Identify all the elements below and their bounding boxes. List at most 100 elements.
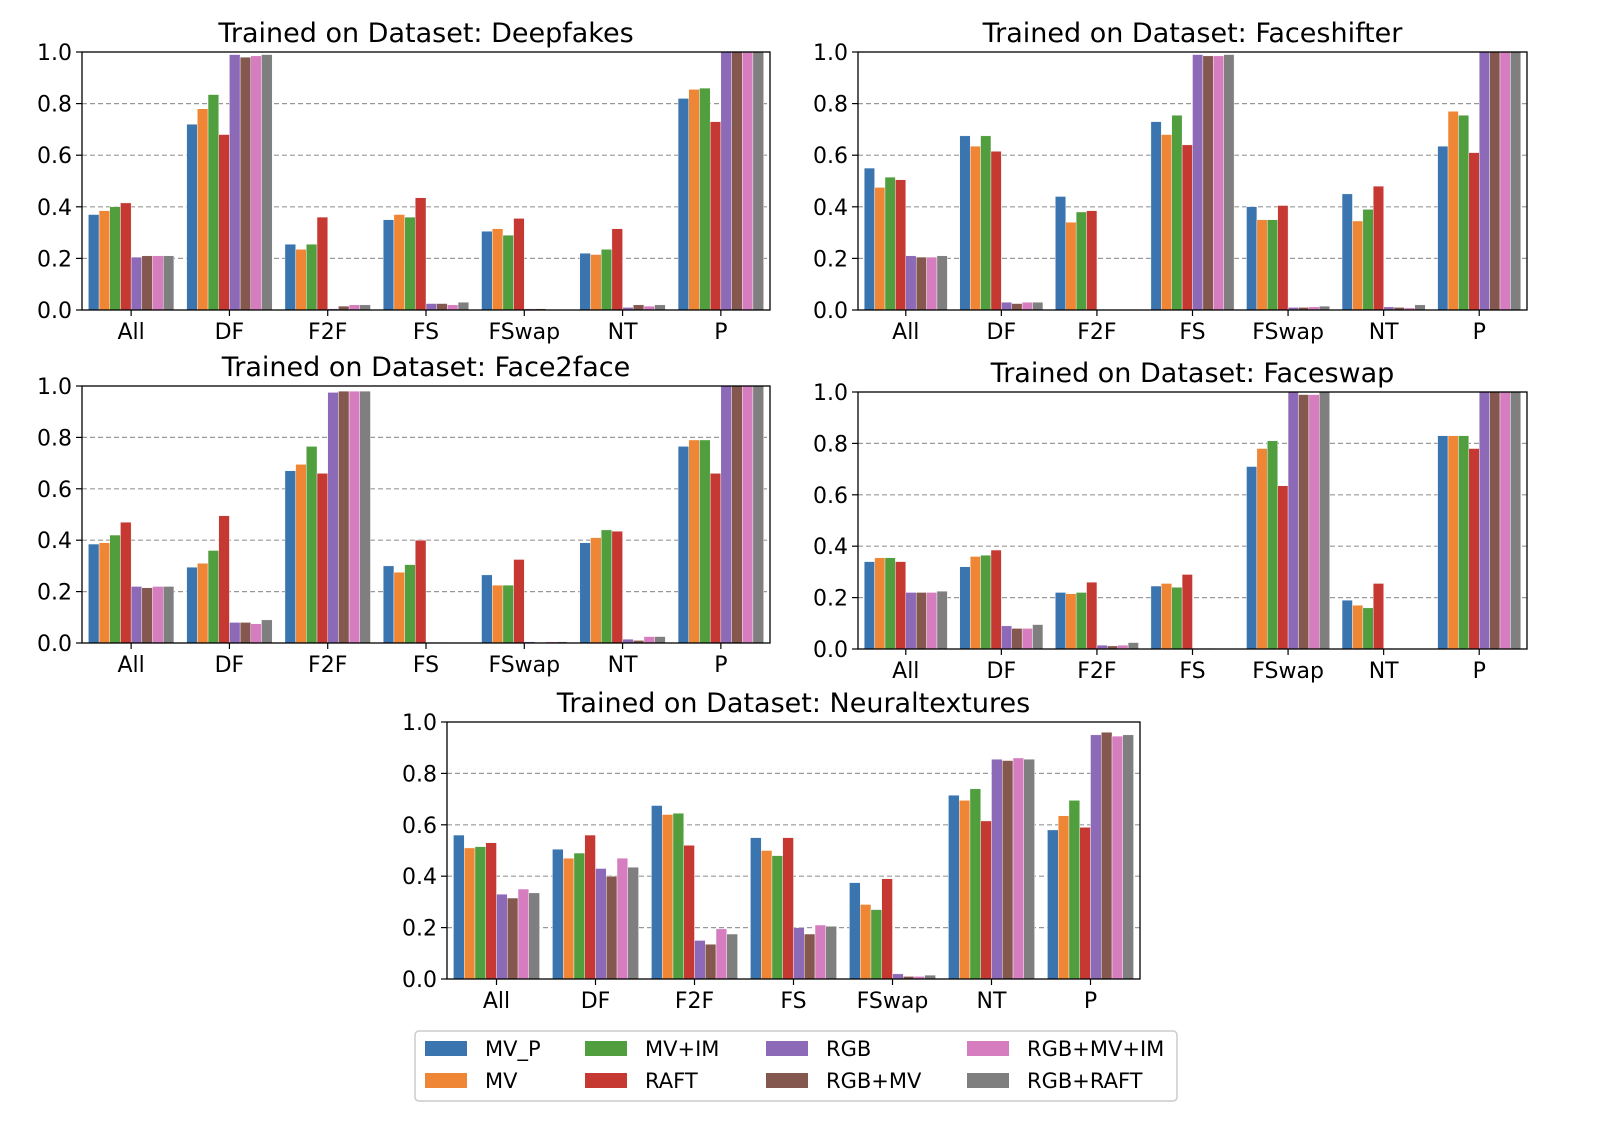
bar-MV_P bbox=[1150, 585, 1162, 650]
bar-RGB bbox=[720, 51, 732, 311]
bar-RGB bbox=[1001, 625, 1012, 650]
bar-RGB+RAFT bbox=[359, 390, 371, 644]
bar-MV bbox=[590, 537, 602, 644]
bar-RAFT bbox=[1277, 485, 1289, 650]
bar-RGB+RAFT bbox=[1122, 734, 1134, 980]
bar-group-P bbox=[677, 385, 764, 644]
legend-label: MV_P bbox=[485, 1037, 541, 1062]
x-tick-label: All bbox=[483, 989, 510, 1014]
bar-RGB+RAFT bbox=[1414, 304, 1426, 311]
bar-MV bbox=[464, 847, 476, 980]
bar-MV_P bbox=[579, 542, 591, 644]
bar-group-NT bbox=[1341, 583, 1426, 650]
bar-MV+IM bbox=[1171, 587, 1183, 650]
legend-item-RGB+RAFT: RGB+RAFT bbox=[967, 1069, 1143, 1093]
bar-group-DF bbox=[959, 549, 1044, 650]
bar-MV bbox=[969, 145, 981, 311]
bar-RGB+MV bbox=[731, 51, 743, 311]
bar-RGB+MV+IM bbox=[742, 385, 754, 644]
bar-MV bbox=[969, 556, 981, 650]
bar-RGB bbox=[130, 256, 143, 311]
legend-swatch bbox=[425, 1041, 467, 1056]
bar-RAFT bbox=[611, 228, 623, 311]
bar-group-NT bbox=[579, 228, 666, 311]
bar-RAFT bbox=[1373, 583, 1384, 650]
x-tick-label: F2F bbox=[308, 653, 347, 678]
bar-group-FSwap bbox=[481, 218, 568, 311]
bar-RGB bbox=[1479, 51, 1490, 311]
x-tick-label: DF bbox=[987, 320, 1017, 345]
bar-group-FSwap bbox=[1246, 205, 1330, 311]
bar-group-P bbox=[677, 51, 764, 311]
bar-MV+IM bbox=[502, 584, 514, 644]
bar-MV+IM bbox=[980, 554, 992, 650]
bar-MV bbox=[1256, 219, 1268, 311]
bar-RGB+RAFT bbox=[752, 385, 764, 644]
bar-MV+IM bbox=[1362, 607, 1374, 650]
legend: MV_P MV MV+IM RAFT RGB RGB+MV RGB+MV+IM RGB+RAF… bbox=[414, 1030, 1178, 1102]
y-tick-label: 0.0 bbox=[402, 968, 437, 993]
bar-MV_P bbox=[88, 543, 100, 644]
bar-RGB+RAFT bbox=[654, 636, 666, 644]
legend-swatch bbox=[766, 1041, 808, 1056]
bar-MV+IM bbox=[884, 557, 896, 650]
bar-RAFT bbox=[990, 151, 1002, 311]
x-tick-label: FS bbox=[1179, 320, 1205, 345]
bar-RGB+RAFT bbox=[1223, 54, 1235, 311]
bar-MV bbox=[688, 439, 700, 644]
bar-RGB+MV+IM bbox=[1012, 757, 1024, 980]
bar-MV_P bbox=[1246, 206, 1258, 311]
bar-RGB bbox=[991, 759, 1003, 980]
axes-frame bbox=[81, 385, 771, 644]
legend-label: RGB+MV bbox=[826, 1069, 922, 1093]
bar-MV_P bbox=[453, 834, 465, 980]
bar-MV_P bbox=[948, 795, 960, 980]
y-tick-label: 0.8 bbox=[813, 432, 848, 457]
bar-RGB bbox=[1090, 734, 1102, 980]
bar-MV bbox=[197, 108, 209, 311]
bar-RAFT bbox=[584, 834, 596, 980]
x-tick-label: FSwap bbox=[1252, 320, 1324, 345]
bar-MV_P bbox=[959, 566, 971, 650]
bar-RAFT bbox=[1468, 152, 1480, 311]
bar-RGB+MV bbox=[915, 592, 927, 650]
bar-RGB+RAFT bbox=[627, 867, 639, 980]
bar-MV bbox=[1161, 583, 1172, 650]
bar-RGB+MV+IM bbox=[1021, 302, 1033, 311]
bar-MV_P bbox=[864, 167, 875, 311]
bar-MV bbox=[1065, 593, 1077, 650]
bar-RGB+MV+IM bbox=[1213, 55, 1224, 311]
x-tick-label: FS bbox=[1179, 659, 1205, 684]
x-tick-label: P bbox=[1084, 989, 1097, 1014]
y-tick-label: 0.6 bbox=[813, 484, 848, 509]
bar-MV_P bbox=[1047, 829, 1059, 980]
bar-RGB+MV+IM bbox=[926, 256, 938, 311]
bar-RGB+RAFT bbox=[457, 302, 469, 311]
bar-MV+IM bbox=[1362, 209, 1374, 311]
bar-RGB+RAFT bbox=[261, 54, 273, 311]
x-tick-label: F2F bbox=[1077, 320, 1116, 345]
bar-RGB bbox=[694, 940, 706, 980]
y-tick-label: 0.2 bbox=[813, 587, 848, 612]
bar-RGB bbox=[905, 592, 917, 650]
bar-MV+IM bbox=[771, 855, 783, 980]
bar-MV_P bbox=[677, 98, 689, 311]
bar-RGB+MV bbox=[1489, 391, 1501, 650]
bar-MV+IM bbox=[969, 788, 981, 980]
bar-MV bbox=[1352, 605, 1364, 650]
bar-group-FSwap bbox=[1246, 391, 1330, 650]
bar-group-F2F bbox=[1055, 196, 1139, 311]
bar-RGB+MV+IM bbox=[814, 924, 826, 980]
bar-RGB+MV bbox=[915, 256, 927, 311]
bar-RGB+MV+IM bbox=[250, 55, 262, 311]
bar-RGB+MV bbox=[731, 385, 743, 644]
bar-group-All bbox=[453, 834, 540, 980]
legend-item-MV_P: MV_P bbox=[425, 1037, 541, 1062]
bar-RAFT bbox=[415, 197, 427, 311]
bar-MV_P bbox=[1150, 121, 1162, 311]
bar-RGB bbox=[905, 255, 917, 311]
bar-RGB+RAFT bbox=[1032, 302, 1044, 311]
bar-MV bbox=[197, 563, 209, 644]
bar-MV+IM bbox=[109, 206, 121, 311]
legend-item-RGB+MV: RGB+MV bbox=[766, 1069, 922, 1093]
